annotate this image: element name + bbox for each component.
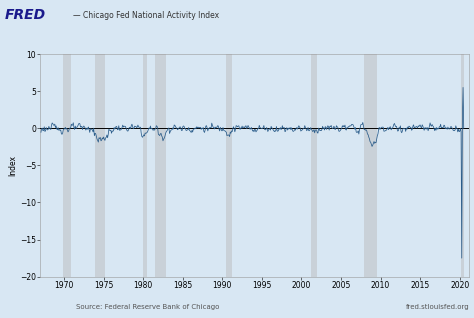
Bar — [155, 54, 166, 277]
Bar — [95, 54, 105, 277]
Text: fred.stlouisfed.org: fred.stlouisfed.org — [406, 304, 469, 310]
Bar — [226, 54, 232, 277]
Text: Source: Federal Reserve Bank of Chicago: Source: Federal Reserve Bank of Chicago — [76, 304, 219, 310]
Text: FRED: FRED — [5, 8, 46, 22]
Y-axis label: Index: Index — [9, 155, 18, 176]
Bar — [311, 54, 317, 277]
Bar — [143, 54, 147, 277]
Bar — [64, 54, 71, 277]
Bar — [461, 54, 464, 277]
Text: — Chicago Fed National Activity Index: — Chicago Fed National Activity Index — [73, 11, 219, 20]
Bar — [364, 54, 377, 277]
